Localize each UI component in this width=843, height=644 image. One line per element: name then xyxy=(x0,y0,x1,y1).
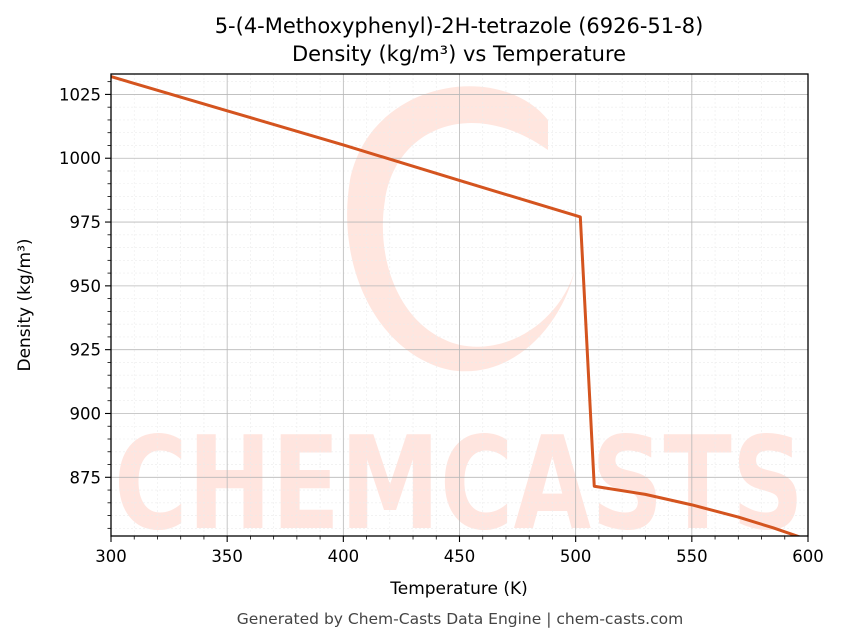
chemcasts-watermark: CHEMCASTS xyxy=(114,86,804,559)
x-tick-label: 400 xyxy=(328,547,360,566)
x-axis-ticks: 300 350 400 450 500 550 600 xyxy=(95,536,824,566)
y-tick-label: 1025 xyxy=(59,85,101,104)
major-grid xyxy=(110,74,809,536)
x-tick-label: 450 xyxy=(444,547,476,566)
x-tick-label: 350 xyxy=(211,547,243,566)
x-axis-label: Temperature (K) xyxy=(389,579,528,599)
watermark-text: CHEMCASTS xyxy=(114,410,804,559)
y-tick-label: 975 xyxy=(70,213,102,232)
y-tick-label: 950 xyxy=(70,277,102,296)
series-layer xyxy=(111,75,802,536)
x-tick-label: 550 xyxy=(676,547,708,566)
y-tick-label: 1000 xyxy=(59,149,101,168)
y-tick-label: 875 xyxy=(70,468,102,487)
y-tick-label: 925 xyxy=(70,341,102,360)
density-series-line xyxy=(111,75,802,536)
chart-title: 5-(4-Methoxyphenyl)-2H-tetrazole (6926-5… xyxy=(215,14,704,38)
x-tick-label: 300 xyxy=(95,547,127,566)
x-tick-label: 500 xyxy=(560,547,592,566)
y-axis-label: Density (kg/m³) xyxy=(15,238,35,371)
watermark-swirl xyxy=(347,86,575,372)
y-axis-ticks: 875 900 925 950 975 1000 1025 xyxy=(59,81,111,529)
chart-subtitle: Density (kg/m³) vs Temperature xyxy=(292,42,626,66)
x-tick-label: 600 xyxy=(792,547,824,566)
footer-credit: Generated by Chem-Casts Data Engine | ch… xyxy=(237,610,683,628)
y-tick-label: 900 xyxy=(70,404,102,423)
